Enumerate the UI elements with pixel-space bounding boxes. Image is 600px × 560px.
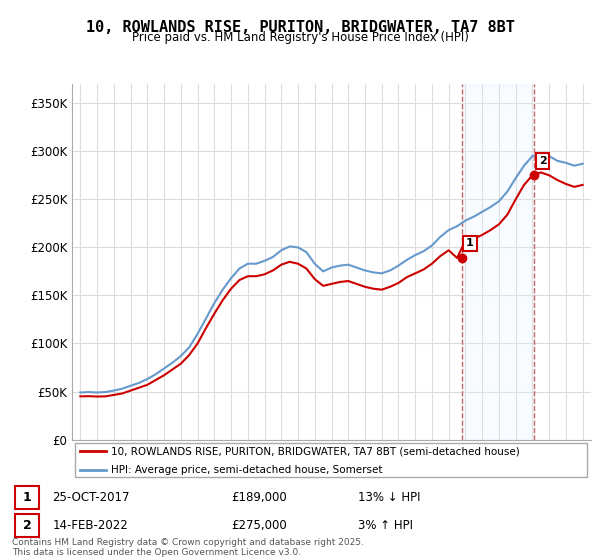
Text: 2: 2 bbox=[539, 156, 547, 166]
Text: HPI: Average price, semi-detached house, Somerset: HPI: Average price, semi-detached house,… bbox=[111, 465, 382, 475]
Bar bbox=[462, 84, 535, 440]
Text: £189,000: £189,000 bbox=[231, 491, 287, 504]
FancyBboxPatch shape bbox=[74, 442, 587, 477]
FancyBboxPatch shape bbox=[15, 486, 39, 509]
Text: 1: 1 bbox=[23, 491, 31, 504]
FancyBboxPatch shape bbox=[15, 514, 39, 537]
Text: 2: 2 bbox=[23, 519, 31, 532]
Text: Contains HM Land Registry data © Crown copyright and database right 2025.
This d: Contains HM Land Registry data © Crown c… bbox=[12, 538, 364, 557]
Text: 10, ROWLANDS RISE, PURITON, BRIDGWATER, TA7 8BT: 10, ROWLANDS RISE, PURITON, BRIDGWATER, … bbox=[86, 20, 514, 35]
Text: 1: 1 bbox=[466, 239, 474, 249]
Text: 13% ↓ HPI: 13% ↓ HPI bbox=[358, 491, 420, 504]
Text: 3% ↑ HPI: 3% ↑ HPI bbox=[358, 519, 413, 532]
Text: 10, ROWLANDS RISE, PURITON, BRIDGWATER, TA7 8BT (semi-detached house): 10, ROWLANDS RISE, PURITON, BRIDGWATER, … bbox=[111, 446, 520, 456]
Text: 25-OCT-2017: 25-OCT-2017 bbox=[52, 491, 130, 504]
Text: 14-FEB-2022: 14-FEB-2022 bbox=[52, 519, 128, 532]
Text: £275,000: £275,000 bbox=[231, 519, 287, 532]
Text: Price paid vs. HM Land Registry's House Price Index (HPI): Price paid vs. HM Land Registry's House … bbox=[131, 31, 469, 44]
